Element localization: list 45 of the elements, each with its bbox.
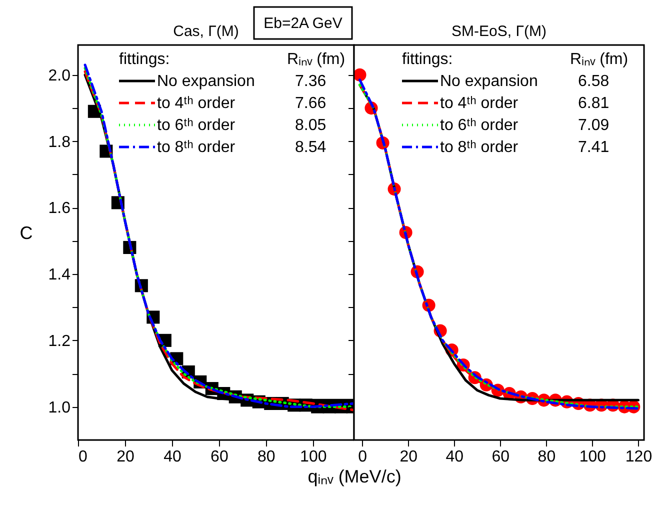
annotation: 8.05 — [295, 117, 326, 134]
legend-label: to 8ᵗʰ order — [440, 139, 519, 156]
annotation: 7.36 — [295, 73, 326, 90]
y-tick-label: 2.0 — [48, 67, 71, 84]
y-tick-label: 1.2 — [48, 332, 71, 350]
x-tick-label: 80 — [258, 448, 276, 466]
legend-label: No expansion — [157, 73, 255, 90]
y-tick-label: 1.0 — [48, 399, 71, 416]
x-axis-title: qᵢₙᵥ (MeV/c) — [308, 466, 402, 486]
x-tick-label: 60 — [210, 448, 228, 466]
annotation: Rᵢₙᵥ (fm) — [570, 51, 628, 68]
x-tick-label: 80 — [538, 448, 556, 466]
x-tick-label: 120 — [625, 448, 652, 466]
chart-subtitle: Eb=2A GeV — [264, 15, 342, 32]
x-tick-label: 0 — [358, 448, 368, 466]
legend-label: to 6ᵗʰ order — [157, 117, 236, 134]
point — [354, 68, 366, 82]
x-tick-label: 60 — [492, 448, 510, 466]
legend-label: to 4ᵗʰ order — [157, 95, 236, 112]
x-tick-label: 40 — [446, 448, 464, 466]
legend-title: fittings: — [119, 51, 170, 68]
y-tick-label: 1.6 — [48, 200, 71, 218]
annotation: 8.54 — [295, 139, 326, 156]
legend-label: to 4ᵗʰ order — [440, 95, 519, 112]
y-axis-title: C — [20, 223, 33, 243]
x-tick-label: 100 — [579, 448, 606, 466]
x-tick-label: 40 — [164, 448, 182, 466]
annotation: 7.09 — [578, 117, 610, 134]
legend-label: No expansion — [440, 73, 538, 90]
annotation: 7.41 — [578, 139, 610, 156]
annotation: Rᵢₙᵥ (fm) — [287, 51, 346, 68]
annotation: 6.81 — [578, 95, 610, 112]
annotation: 7.66 — [295, 95, 326, 112]
x-tick-label: 100 — [300, 448, 327, 466]
chart-title: Cas, Γ(M) — [173, 23, 239, 40]
legend-title: fittings: — [402, 51, 453, 68]
x-tick-label: 0 — [78, 448, 88, 466]
y-tick-label: 1.8 — [48, 134, 71, 151]
x-tick-label: 20 — [400, 448, 418, 466]
legend-label: to 8ᵗʰ order — [157, 139, 236, 156]
legend-label: to 6ᵗʰ order — [440, 117, 519, 134]
x-tick-label: 20 — [116, 448, 134, 466]
chart-title: SM-EoS, Γ(M) — [452, 23, 546, 40]
annotation: 6.58 — [578, 73, 610, 90]
y-tick-label: 1.4 — [48, 266, 71, 284]
